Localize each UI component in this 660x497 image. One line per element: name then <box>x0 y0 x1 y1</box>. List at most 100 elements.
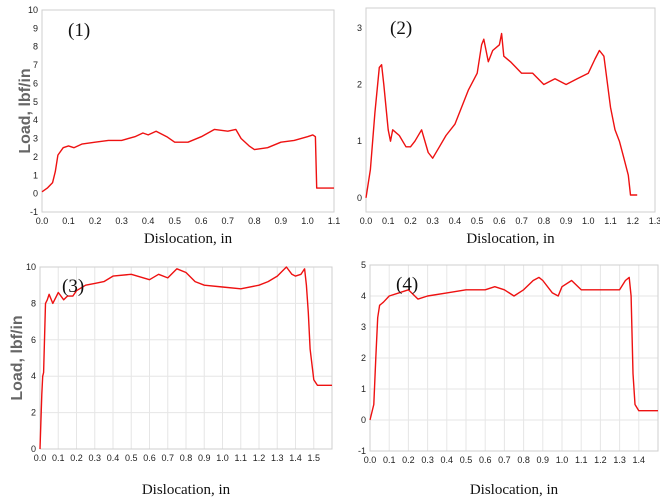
chart-panel-3: 0.0 0.1 0.2 0.3 0.4 0.5 0.6 0.7 0.8 0.9 1.0 1.1 1.2 1… <box>9 262 333 497</box>
x-tick-label: 0.6 <box>143 453 156 463</box>
x-tick-label: 0.9 <box>198 453 211 463</box>
x-tick-label: 0.9 <box>275 216 288 226</box>
x-axis-label: Dislocation, in <box>466 231 555 247</box>
x-tick-label: 0.8 <box>248 216 261 226</box>
x-tick-label: 0.6 <box>195 216 208 226</box>
x-tick-label: 0.6 <box>493 216 506 226</box>
series-line <box>41 128 334 193</box>
panel-tag: (2) <box>390 18 412 39</box>
x-tick-label: 1.0 <box>216 453 229 463</box>
y-tick-label: 2 <box>357 80 362 90</box>
plot-frame <box>369 264 659 452</box>
x-tick-label: 0.8 <box>180 453 193 463</box>
y-tick-label: 0 <box>33 189 38 199</box>
y-tick-label: 10 <box>28 5 38 15</box>
y-tick-label: 6 <box>31 335 36 345</box>
x-tick-label: 0.3 <box>421 455 434 465</box>
x-tick-label: 0.1 <box>62 216 75 226</box>
x-tick-label: 1.3 <box>649 216 660 226</box>
x-tick-label: 0.2 <box>402 455 415 465</box>
x-axis-label: Dislocation, in <box>142 482 231 497</box>
panel-tag: (1) <box>68 20 90 41</box>
x-tick-label: 0.1 <box>382 216 395 226</box>
y-tick-label: 3 <box>361 322 366 332</box>
chart-panel-4: 0.0 0.1 0.2 0.3 0.4 0.5 0.6 0.7 0.8 0.9 1.0 1.1 1.2 1… <box>358 260 659 497</box>
plot-frame <box>365 7 656 213</box>
x-axis-label: Dislocation, in <box>144 231 233 247</box>
x-tick-label: 0.6 <box>479 455 492 465</box>
y-tick-label: 1 <box>33 170 38 180</box>
x-tick-label: 0.8 <box>517 455 530 465</box>
x-tick-label: 0.3 <box>88 453 101 463</box>
x-tick-label: 1.5 <box>307 453 320 463</box>
y-tick-label: -1 <box>358 446 366 456</box>
x-tick-label: 0.7 <box>515 216 528 226</box>
y-tick-label: 8 <box>31 298 36 308</box>
x-tick-label: 1.0 <box>301 216 314 226</box>
y-tick-label: 0 <box>31 444 36 454</box>
y-tick-label: -1 <box>30 207 38 217</box>
y-tick-label: 4 <box>361 291 366 301</box>
x-tick-label: 1.1 <box>328 216 341 226</box>
x-tick-label: 0.4 <box>441 455 454 465</box>
x-tick-label: 1.4 <box>633 455 646 465</box>
y-tick-label: 5 <box>361 260 366 270</box>
y-tick-label: 2 <box>361 353 366 363</box>
x-tick-label: 1.3 <box>271 453 284 463</box>
x-tick-label: 1.4 <box>289 453 302 463</box>
y-axis-label: Load, lbf/in <box>17 68 34 153</box>
x-tick-label: 0.1 <box>383 455 396 465</box>
x-tick-label: 0.5 <box>460 455 473 465</box>
x-tick-label: 0.0 <box>34 453 47 463</box>
y-tick-label: 10 <box>26 262 36 272</box>
y-axis-label: Load, lbf/in <box>9 315 26 400</box>
y-tick-label: 5 <box>33 97 38 107</box>
x-tick-label: 0.5 <box>168 216 181 226</box>
x-tick-label: 0.7 <box>161 453 174 463</box>
series-line <box>365 32 638 198</box>
y-tick-label: 2 <box>31 408 36 418</box>
x-tick-label: 0.8 <box>538 216 551 226</box>
y-tick-label: 0 <box>361 415 366 425</box>
x-tick-label: 0.9 <box>537 455 550 465</box>
y-tick-label: 2 <box>33 152 38 162</box>
x-tick-label: 1.2 <box>253 453 266 463</box>
x-tick-label: 0.0 <box>360 216 373 226</box>
series-line <box>39 266 332 450</box>
x-tick-label: 1.1 <box>575 455 588 465</box>
series-line <box>369 276 658 421</box>
y-tick-label: 7 <box>33 60 38 70</box>
plot-frame <box>41 9 335 213</box>
y-tick-label: 4 <box>33 115 38 125</box>
y-tick-label: 1 <box>357 136 362 146</box>
x-tick-label: 0.7 <box>498 455 511 465</box>
x-axis-label: Dislocation, in <box>470 482 559 497</box>
x-tick-label: 0.1 <box>52 453 65 463</box>
y-tick-label: 8 <box>33 42 38 52</box>
x-tick-label: 0.3 <box>115 216 128 226</box>
y-tick-label: 0 <box>357 193 362 203</box>
y-tick-label: 6 <box>33 78 38 88</box>
x-tick-label: 0.0 <box>36 216 49 226</box>
x-tick-label: 1.2 <box>627 216 640 226</box>
x-tick-label: 0.9 <box>560 216 573 226</box>
x-tick-label: 0.7 <box>222 216 235 226</box>
plot-frame <box>39 266 333 450</box>
x-tick-label: 1.3 <box>613 455 626 465</box>
x-tick-label: 0.4 <box>142 216 155 226</box>
x-tick-label: 1.0 <box>556 455 569 465</box>
y-tick-label: 9 <box>33 23 38 33</box>
x-tick-label: 0.0 <box>364 455 377 465</box>
y-tick-label: 1 <box>361 384 366 394</box>
x-tick-label: 1.1 <box>604 216 617 226</box>
panel-tag: (3) <box>62 276 84 297</box>
y-tick-label: 4 <box>31 371 36 381</box>
x-tick-label: 1.1 <box>234 453 247 463</box>
y-tick-label: 3 <box>357 23 362 33</box>
chart-panel-1: 0.0 0.1 0.2 0.3 0.4 0.5 0.6 0.7 0.8 0.9 1.0 1.1 -1 0 1… <box>17 5 340 247</box>
x-tick-label: 0.3 <box>426 216 439 226</box>
x-tick-label: 0.4 <box>449 216 462 226</box>
chart-panel-2: 0.0 0.1 0.2 0.3 0.4 0.5 0.6 0.7 0.8 0.9 1.0 1.1 1.2 1… <box>357 7 660 247</box>
x-tick-label: 0.2 <box>70 453 83 463</box>
